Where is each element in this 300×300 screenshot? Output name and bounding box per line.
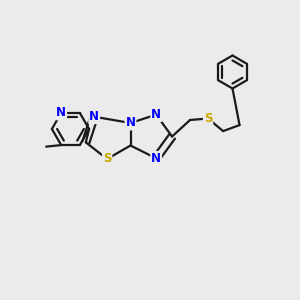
Text: N: N [89, 110, 99, 123]
Text: N: N [125, 116, 136, 130]
Text: N: N [151, 152, 161, 165]
Text: S: S [103, 152, 111, 166]
Text: S: S [204, 112, 212, 125]
Text: N: N [56, 106, 66, 119]
Text: N: N [151, 108, 161, 121]
